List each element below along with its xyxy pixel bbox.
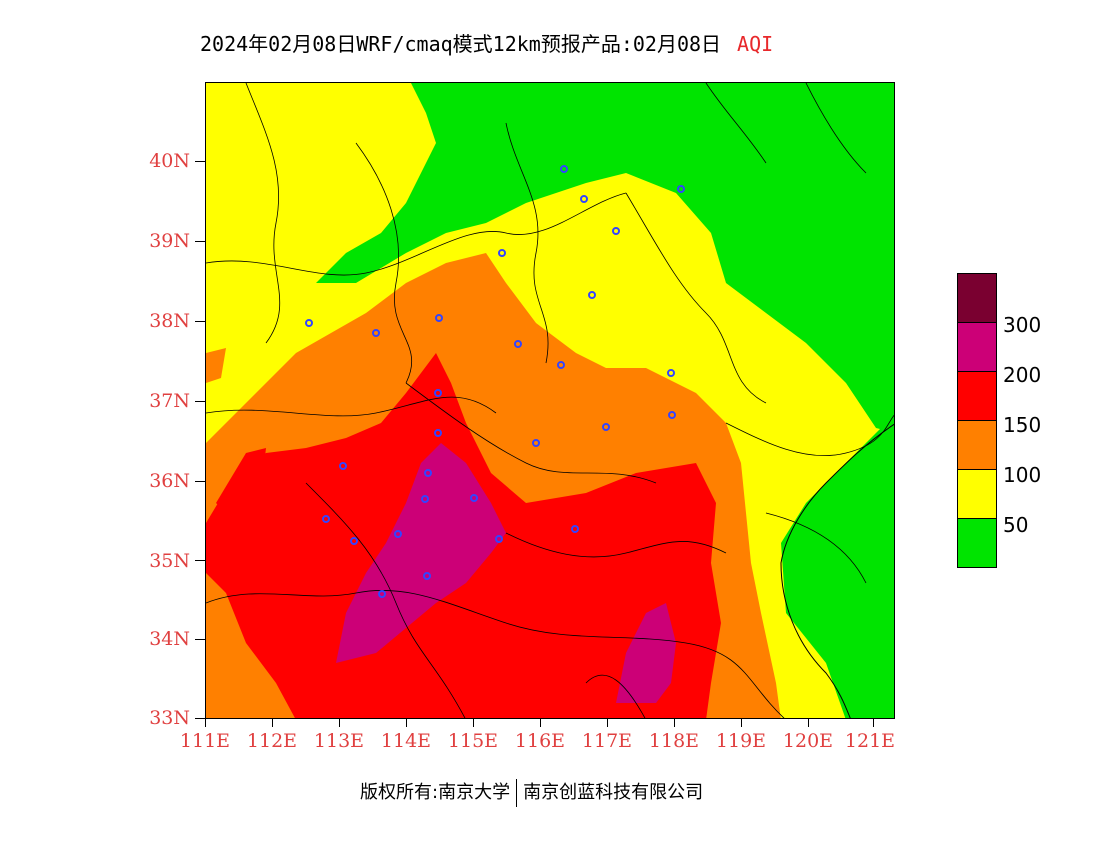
city-marker — [560, 165, 568, 173]
city-marker — [557, 361, 565, 369]
copyright-footer: 版权所有:南京大学 南京创蓝科技有限公司 — [360, 778, 703, 807]
lat-tick — [195, 241, 205, 242]
title-product: AQI — [737, 32, 774, 56]
lat-label-38: 38N — [149, 310, 190, 332]
legend-swatch-200-300 — [957, 322, 997, 372]
lon-tick — [674, 719, 675, 727]
city-marker — [339, 462, 347, 470]
legend-label-300: 300 — [1003, 313, 1042, 337]
lat-label-36: 36N — [149, 470, 190, 492]
lat-label-40: 40N — [149, 150, 190, 172]
copyright-left: 版权所有:南京大学 — [360, 782, 511, 803]
aqi-legend — [957, 273, 997, 568]
zone-0-50-southeast — [781, 415, 894, 718]
city-marker — [378, 590, 386, 598]
city-marker — [588, 291, 596, 299]
city-marker — [435, 314, 443, 322]
legend-swatch-above-300 — [957, 273, 997, 323]
lon-label-113: 113E — [313, 730, 365, 752]
lon-tick — [607, 719, 608, 727]
lon-tick — [406, 719, 407, 727]
city-marker — [372, 329, 380, 337]
legend-label-150: 150 — [1003, 413, 1042, 437]
lon-label-118: 118E — [648, 730, 700, 752]
lon-tick — [540, 719, 541, 727]
lon-label-115: 115E — [447, 730, 499, 752]
lon-label-120: 120E — [782, 730, 834, 752]
city-marker — [602, 423, 610, 431]
lon-label-112: 112E — [246, 730, 298, 752]
city-marker — [434, 429, 442, 437]
lat-tick — [195, 401, 205, 402]
copyright-right: 南京创蓝科技有限公司 — [523, 782, 704, 803]
lat-tick — [195, 718, 205, 719]
lon-label-111: 111E — [179, 730, 231, 752]
lat-tick — [195, 639, 205, 640]
city-marker — [514, 340, 522, 348]
city-marker — [305, 319, 313, 327]
title-text: 2024年02月08日WRF/cmaq模式12km预报产品:02月08日 — [200, 32, 722, 56]
boundary-lines — [206, 83, 894, 718]
aqi-map — [205, 82, 895, 719]
lon-label-117: 117E — [581, 730, 633, 752]
city-marker — [532, 439, 540, 447]
zone-0-50-north — [316, 83, 894, 433]
zone-200-300-central — [336, 443, 506, 663]
lon-tick — [741, 719, 742, 727]
city-marker — [677, 185, 685, 193]
zone-100-150-west — [206, 348, 226, 383]
lon-tick — [339, 719, 340, 727]
zone-200-300-east — [616, 603, 676, 703]
lon-label-114: 114E — [380, 730, 432, 752]
city-marker — [667, 369, 675, 377]
coastline — [780, 423, 894, 718]
legend-swatch-50-100 — [957, 469, 997, 519]
city-marker — [394, 530, 402, 538]
city-marker — [434, 389, 442, 397]
lat-tick — [195, 481, 205, 482]
city-marker — [668, 411, 676, 419]
city-marker — [580, 195, 588, 203]
city-markers — [305, 165, 685, 598]
map-title: 2024年02月08日WRF/cmaq模式12km预报产品:02月08日 AQI — [200, 28, 773, 57]
lon-label-121: 121E — [844, 730, 896, 752]
lat-label-33: 33N — [149, 707, 190, 729]
lat-label-35: 35N — [149, 550, 190, 572]
lon-label-119: 119E — [715, 730, 767, 752]
lat-label-37: 37N — [149, 390, 190, 412]
lat-tick — [195, 560, 205, 561]
city-marker — [612, 227, 620, 235]
city-marker — [423, 572, 431, 580]
lat-tick — [195, 161, 205, 162]
lon-tick — [473, 719, 474, 727]
footer-separator — [516, 779, 518, 807]
lon-tick — [873, 719, 874, 727]
city-marker — [495, 535, 503, 543]
city-marker — [571, 525, 579, 533]
legend-label-100: 100 — [1003, 463, 1042, 487]
city-marker — [421, 495, 429, 503]
city-marker — [322, 515, 330, 523]
legend-swatch-0-50 — [957, 518, 997, 568]
lat-label-34: 34N — [149, 628, 190, 650]
legend-swatch-150-200 — [957, 371, 997, 421]
lon-tick — [272, 719, 273, 727]
lon-tick — [205, 719, 206, 727]
legend-label-50: 50 — [1003, 513, 1029, 537]
legend-swatch-100-150 — [957, 420, 997, 470]
lon-label-116: 116E — [514, 730, 566, 752]
city-marker — [350, 537, 358, 545]
lat-tick — [195, 321, 205, 322]
zone-150-200-west — [216, 448, 266, 523]
city-marker — [470, 494, 478, 502]
city-marker — [498, 249, 506, 257]
lat-label-39: 39N — [149, 230, 190, 252]
lon-tick — [808, 719, 809, 727]
city-marker — [424, 469, 432, 477]
aqi-map-svg — [206, 83, 894, 718]
legend-label-200: 200 — [1003, 363, 1042, 387]
